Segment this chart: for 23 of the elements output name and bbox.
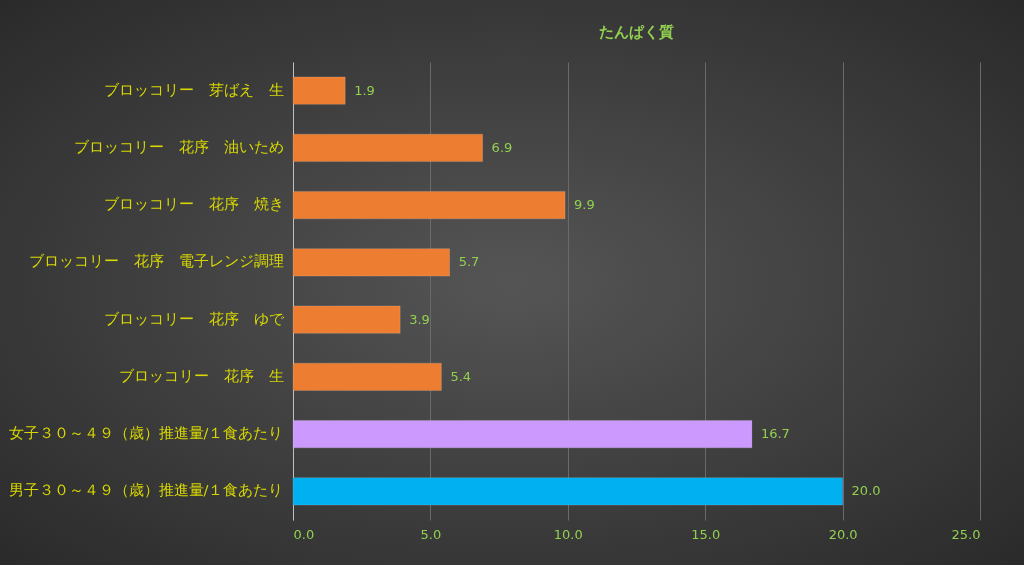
y-tick-label: 女子３０～４９（歳）推進量/１食あたり [8,425,284,442]
y-tick-label: ブロッコリー 花序 油いため [73,138,284,155]
x-tick-label: 25.0 [951,526,981,542]
data-label: 5.7 [458,254,480,270]
y-tick-label: 男子３０～４９（歳）推進量/１食あたり [8,482,284,499]
chart-title: たんぱく質 [599,23,674,41]
y-tick-label: ブロッコリー 花序 電子レンジ調理 [28,253,284,270]
y-tick-label: ブロッコリー 花序 焼き [103,196,284,213]
data-label: 20.0 [851,483,881,499]
x-tick-label: 0.0 [293,526,315,542]
x-tick-label: 5.0 [420,526,442,542]
data-label: 9.9 [574,197,595,213]
data-label: 1.9 [354,82,375,98]
y-tick-label: ブロッコリー 芽ばえ 生 [103,81,284,98]
data-label: 3.9 [409,311,430,327]
x-tick-label: 15.0 [691,526,721,542]
data-label: 5.4 [450,368,472,384]
data-label: 16.7 [760,426,790,442]
data-label: 6.9 [491,139,513,155]
y-tick-label: ブロッコリー 花序 生 [118,367,284,384]
x-tick-label: 10.0 [553,526,583,542]
x-tick-label: 20.0 [828,526,858,542]
y-tick-label: ブロッコリー 花序 ゆで [103,310,285,327]
